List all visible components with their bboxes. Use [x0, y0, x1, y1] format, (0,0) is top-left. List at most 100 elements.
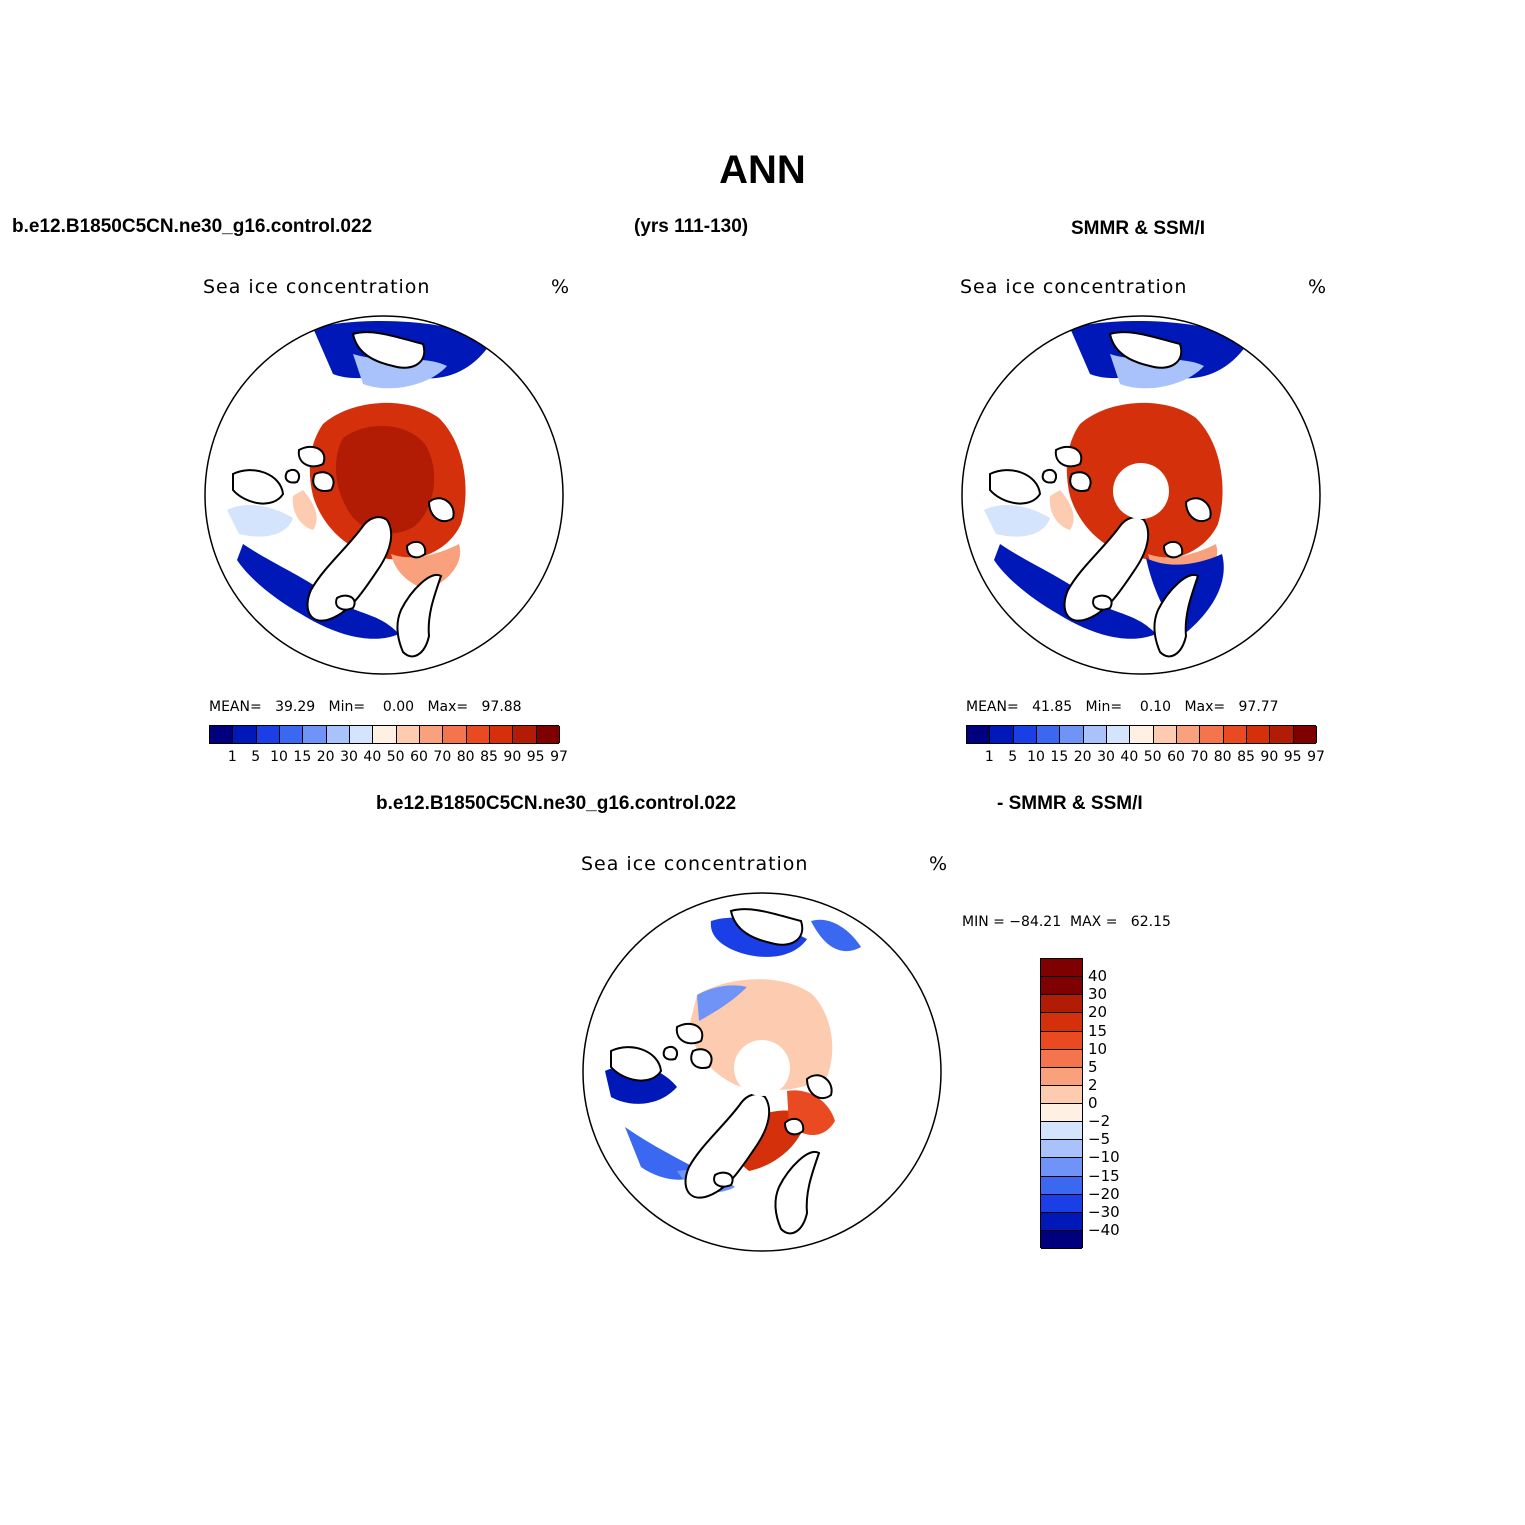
colorbar-swatch	[1041, 1176, 1082, 1195]
coastline	[351, 331, 426, 369]
colorbar-swatch	[420, 726, 444, 743]
colorbar-swatch	[233, 726, 257, 743]
colorbar-tick-label: 5	[1008, 749, 1018, 765]
colorbar-swatch	[1130, 726, 1154, 743]
colorbar-swatch	[1041, 1230, 1082, 1249]
colorbar-swatch	[373, 726, 397, 743]
coastline	[989, 469, 1042, 505]
coastline	[774, 1150, 821, 1235]
colorbar-swatch	[990, 726, 1014, 743]
colorbar-swatch	[1041, 1085, 1082, 1104]
colorbar-tick-label: −30	[1088, 1202, 1120, 1221]
ice-region	[227, 504, 293, 537]
colorbar-swatch	[513, 726, 537, 743]
colorbar-swatch	[1041, 1104, 1082, 1123]
panel-obs-units: %	[1308, 276, 1328, 298]
colorbar-swatch	[1041, 1049, 1082, 1068]
colorbar-tick-label: 20	[1073, 749, 1092, 765]
coastline	[662, 1045, 679, 1061]
colorbar-tick-label: 30	[1088, 985, 1108, 1004]
ice-region	[391, 544, 461, 590]
colorbar-tick-label: 90	[1260, 749, 1279, 765]
ice-region	[1110, 354, 1204, 389]
colorbar-tick-label: 1	[984, 749, 994, 765]
colorbar-swatch	[280, 726, 304, 743]
colorbar-tick-label: 30	[340, 749, 358, 765]
coastline	[1092, 594, 1113, 611]
colorbar-tick-label: 70	[1190, 749, 1209, 765]
colorbar-tick-label: 40	[363, 749, 382, 765]
colorbar-tick-label: 20	[316, 749, 335, 765]
map-field	[962, 316, 1320, 674]
colorbar-swatch	[443, 726, 467, 743]
colorbar-tick-label: −5	[1088, 1130, 1111, 1149]
figure-title: ANN	[719, 148, 806, 192]
colorbar-swatch	[1013, 726, 1037, 743]
panel-obs-title: Sea ice concentration	[960, 276, 1188, 298]
colorbar-swatch	[967, 726, 991, 743]
colorbar-tick-label: 85	[1237, 749, 1255, 765]
obs-name: SMMR & SSM/I	[1071, 218, 1206, 239]
panel-diff-minmax: MIN = −84.21 MAX = 62.15	[962, 914, 1171, 930]
colorbar-tick-label: 5	[251, 749, 261, 765]
case-name: b.e12.B1850C5CN.ne30_g16.control.022	[12, 216, 373, 237]
diff-region	[625, 1127, 701, 1180]
colorbar-swatch	[1041, 1031, 1082, 1050]
colorbar-tick-label: 50	[1143, 749, 1162, 765]
panel-obs-stats: MEAN= 41.85 Min= 0.10 Max= 97.77	[966, 699, 1279, 715]
coastline	[297, 445, 326, 468]
colorbar-tick-label: 70	[433, 749, 452, 765]
colorbar-swatch	[326, 726, 350, 743]
colorbar-swatch	[1083, 726, 1107, 743]
colorbar-swatch	[1223, 726, 1247, 743]
colorbar-tick-label: 30	[1097, 749, 1115, 765]
coastline	[1184, 497, 1212, 523]
colorbar-tick-label: 50	[386, 749, 405, 765]
coastline	[335, 594, 356, 611]
panel-diff-units: %	[929, 853, 949, 875]
colorbar-tick-label: 10	[1088, 1039, 1108, 1058]
colorbar-swatch	[1153, 726, 1177, 743]
pole-hole	[1113, 463, 1169, 519]
coastline	[1162, 540, 1184, 559]
map-field	[205, 316, 563, 674]
colorbar-tick-label: 97	[1307, 749, 1325, 765]
panel-model-colorbar	[209, 725, 560, 744]
map-field	[583, 893, 941, 1251]
diff-region	[689, 979, 833, 1091]
colorbar-tick-label: 10	[1027, 749, 1045, 765]
colorbar-swatch	[1041, 1140, 1082, 1159]
ice-pack-core	[335, 425, 435, 534]
coastline	[729, 908, 804, 946]
coastline	[713, 1171, 734, 1188]
colorbar-tick-label: −15	[1088, 1166, 1120, 1185]
diff-obs-name: - SMMR & SSM/I	[997, 793, 1143, 814]
colorbar-tick-label: −10	[1088, 1148, 1120, 1167]
coastline	[1153, 573, 1200, 658]
colorbar-swatch	[1041, 1212, 1082, 1231]
colorbar-swatch	[303, 726, 327, 743]
colorbar-swatch	[1041, 1158, 1082, 1177]
coastline	[405, 540, 427, 559]
colorbar-tick-label: 1	[227, 749, 237, 765]
colorbar-tick-label: 95	[1283, 749, 1302, 765]
colorbar-tick-label: 95	[526, 749, 545, 765]
colorbar-tick-label: 10	[270, 749, 288, 765]
coastline	[1041, 468, 1058, 484]
coastline	[427, 497, 455, 523]
ice-region	[984, 504, 1050, 537]
colorbar-tick-label: 90	[503, 749, 522, 765]
colorbar-swatch	[536, 726, 560, 743]
coastline	[783, 1117, 805, 1136]
colorbar-tick-label: 85	[480, 749, 498, 765]
years-label: (yrs 111-130)	[634, 216, 749, 237]
colorbar-swatch	[1060, 726, 1084, 743]
colorbar-swatch	[210, 726, 234, 743]
colorbar-tick-label: 97	[550, 749, 568, 765]
coastline	[1069, 471, 1092, 492]
colorbar-swatch	[396, 726, 420, 743]
colorbar-swatch	[1037, 726, 1061, 743]
colorbar-tick-label: 80	[1213, 749, 1232, 765]
colorbar-tick-label: 5	[1088, 1057, 1098, 1076]
panel-model-units: %	[551, 276, 571, 298]
